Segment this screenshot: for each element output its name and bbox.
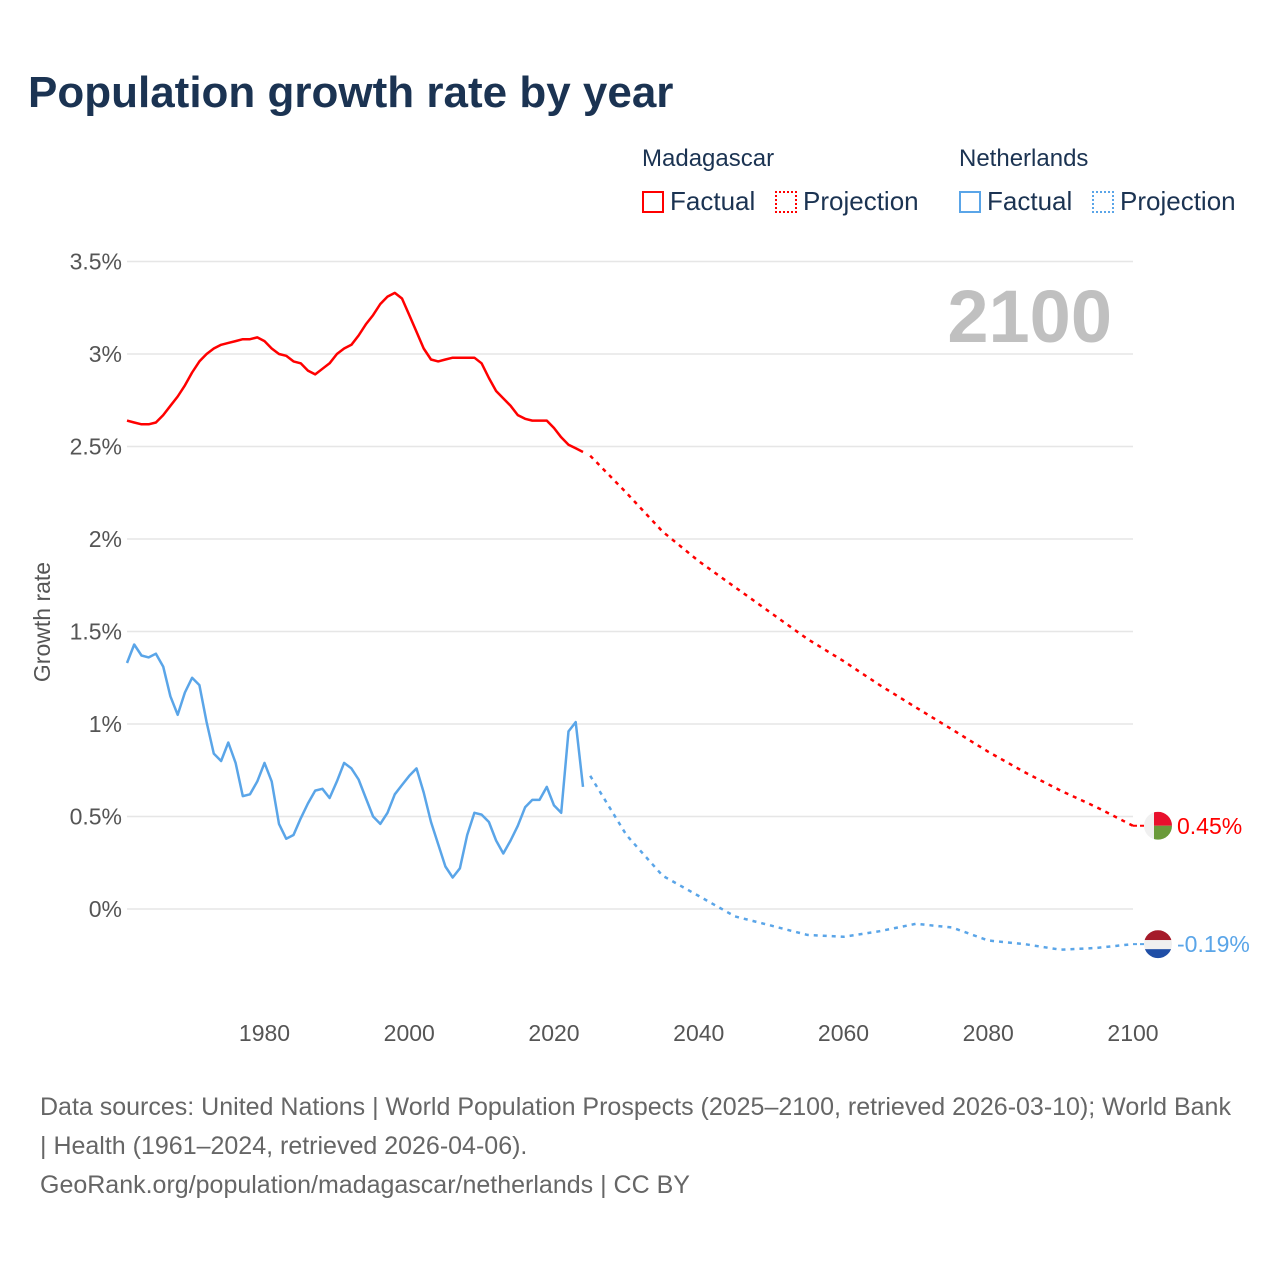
netherlands-projection-line [589, 775, 1134, 951]
legend-label: Projection [1120, 186, 1236, 216]
x-tick-label: 2000 [384, 1020, 435, 1046]
legend-label: Factual [987, 186, 1073, 216]
legend-netherlands-heading: Netherlands [959, 145, 1089, 172]
credit-link[interactable]: GeoRank.org/population/madagascar/nether… [40, 1171, 690, 1199]
y-axis-label: Growth rate [29, 562, 55, 682]
x-tick-label: 1980 [239, 1020, 290, 1046]
x-tick-label: 2020 [528, 1020, 579, 1046]
madagascar-factual-line [126, 291, 584, 454]
madagascar-projection-line [589, 454, 1134, 827]
legend-label: Factual [670, 186, 756, 216]
legend-madagascar-heading: Madagascar [642, 145, 775, 172]
legend-netherlands-projection[interactable]: Projection [1092, 186, 1236, 217]
y-tick-label: 1% [89, 711, 122, 737]
madagascar-end-value-label: 0.45% [1177, 813, 1242, 839]
legend-label: Projection [803, 186, 919, 216]
y-tick-label: 2.5% [70, 434, 122, 460]
legend-swatch-solid [642, 190, 664, 213]
legend-madagascar-factual[interactable]: Factual [642, 186, 755, 217]
legend-swatch-dotted [775, 190, 797, 213]
legend-madagascar-projection[interactable]: Projection [775, 186, 919, 217]
y-tick-label: 3% [89, 341, 122, 367]
chart-title: Population growth rate by year [28, 68, 674, 117]
y-tick-label: 1.5% [70, 619, 122, 645]
netherlands-flag-icon [1144, 930, 1172, 959]
madagascar-flag-icon [1144, 811, 1172, 840]
x-tick-label: 2040 [673, 1020, 724, 1046]
legend-swatch-solid [959, 190, 981, 213]
netherlands-factual-line [125, 643, 585, 879]
x-tick-label: 2100 [1107, 1020, 1158, 1046]
x-tick-label: 2080 [963, 1020, 1014, 1046]
legend-swatch-dotted [1092, 190, 1114, 213]
year-overlay: 2100 [947, 275, 1112, 358]
y-tick-label: 0% [89, 896, 122, 922]
y-tick-label: 3.5% [70, 249, 122, 275]
y-tick-label: 0.5% [70, 804, 122, 830]
legend-netherlands-factual[interactable]: Factual [959, 186, 1072, 217]
footer: Data sources: United Nations | World Pop… [40, 1088, 1240, 1205]
netherlands-end-value-label: -0.19% [1177, 931, 1250, 957]
y-tick-label: 2% [89, 526, 122, 552]
data-sources: Data sources: United Nations | World Pop… [40, 1093, 1231, 1160]
x-tick-label: 2060 [818, 1020, 869, 1046]
